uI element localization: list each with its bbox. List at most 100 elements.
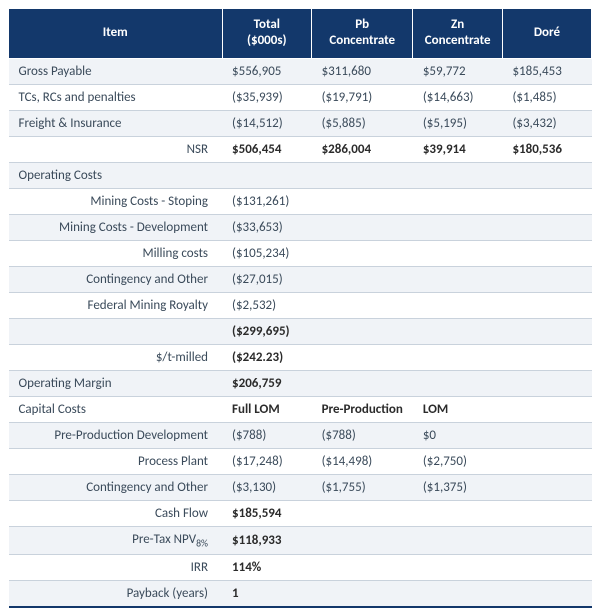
cell: ($14,498) (312, 448, 413, 474)
table-row: Capital CostsFull LOMPre-ProductionLOM (9, 396, 592, 422)
col-header-4: Doré (502, 9, 591, 59)
table-row: Operating Costs (9, 162, 592, 188)
cell: $39,914 (413, 136, 503, 162)
table-row: Mining Costs - Development($33,653) (9, 214, 592, 240)
cell (413, 581, 503, 608)
cell: ($33,653) (222, 214, 312, 240)
row-item-label: IRR (9, 555, 223, 581)
cell (413, 266, 503, 292)
cell: ($1,375) (413, 474, 503, 500)
cell: Pre-Production (312, 396, 413, 422)
cell: LOM (413, 396, 503, 422)
row-item-label: Mining Costs - Stoping (9, 188, 223, 214)
table-row: $/t-milled($242.23) (9, 344, 592, 370)
cell: ($131,261) (222, 188, 312, 214)
cell (502, 318, 591, 344)
cell: ($2,532) (222, 292, 312, 318)
cell: ($2,750) (413, 448, 503, 474)
cell (502, 214, 591, 240)
cell (502, 370, 591, 396)
cell: $311,680 (312, 58, 413, 84)
cell (502, 266, 591, 292)
cell (502, 396, 591, 422)
cell (413, 318, 503, 344)
cell (312, 344, 413, 370)
cell: $506,454 (222, 136, 312, 162)
cell (413, 555, 503, 581)
cell: Full LOM (222, 396, 312, 422)
cell (413, 188, 503, 214)
cell (413, 500, 503, 526)
table-row: Milling costs($105,234) (9, 240, 592, 266)
table-row: TCs, RCs and penalties($35,939)($19,791)… (9, 84, 592, 110)
cell: ($788) (312, 422, 413, 448)
cell (312, 188, 413, 214)
row-item-label: Pre-Tax NPV8% (9, 526, 223, 555)
row-item-label: Payback (years) (9, 581, 223, 608)
cell (502, 422, 591, 448)
row-item-label: Operating Margin (9, 370, 223, 396)
cell: ($27,015) (222, 266, 312, 292)
cell (502, 581, 591, 608)
row-item-label: Cash Flow (9, 500, 223, 526)
cell (502, 292, 591, 318)
cell (312, 526, 413, 555)
table-row: NSR$506,454$286,004$39,914$180,536 (9, 136, 592, 162)
cell: ($3,130) (222, 474, 312, 500)
table-row: Federal Mining Royalty($2,532) (9, 292, 592, 318)
table-row: Contingency and Other($27,015) (9, 266, 592, 292)
cell (312, 370, 413, 396)
cell (312, 214, 413, 240)
cell: $118,933 (222, 526, 312, 555)
table-row: IRR114% (9, 555, 592, 581)
row-item-label: Pre-Production Development (9, 422, 223, 448)
row-item-label: Process Plant (9, 448, 223, 474)
cell: ($35,939) (222, 84, 312, 110)
cell (502, 162, 591, 188)
row-item-label: Milling costs (9, 240, 223, 266)
cell (413, 292, 503, 318)
cell (502, 474, 591, 500)
row-item-label: Operating Costs (9, 162, 223, 188)
cell (413, 344, 503, 370)
table-row: Cash Flow$185,594 (9, 500, 592, 526)
cell (312, 555, 413, 581)
row-item-label (9, 318, 223, 344)
cell: ($14,663) (413, 84, 503, 110)
row-item-label: Mining Costs - Development (9, 214, 223, 240)
cell (312, 581, 413, 608)
table-row: Freight & Insurance($14,512)($5,885)($5,… (9, 110, 592, 136)
row-item-label: TCs, RCs and penalties (9, 84, 223, 110)
table-header: ItemTotal($000s)PbConcentrateZnConcentra… (9, 9, 592, 59)
cell (413, 240, 503, 266)
cell (502, 188, 591, 214)
cell (312, 292, 413, 318)
cell: ($14,512) (222, 110, 312, 136)
cell: ($1,755) (312, 474, 413, 500)
col-header-3: ZnConcentrate (413, 9, 503, 59)
cell: $185,594 (222, 500, 312, 526)
cell: $180,536 (502, 136, 591, 162)
col-header-2: PbConcentrate (312, 9, 413, 59)
col-header-1: Total($000s) (222, 9, 312, 59)
cell (413, 526, 503, 555)
table-body: Gross Payable$556,905$311,680$59,772$185… (9, 58, 592, 607)
cell: ($19,791) (312, 84, 413, 110)
table-row: ($299,695) (9, 318, 592, 344)
cell: 1 (222, 581, 312, 608)
cell: $286,004 (312, 136, 413, 162)
row-item-label: Capital Costs (9, 396, 223, 422)
row-item-label: Federal Mining Royalty (9, 292, 223, 318)
row-item-label: Freight & Insurance (9, 110, 223, 136)
cell (312, 318, 413, 344)
table-row: Pre-Production Development($788)($788)$0 (9, 422, 592, 448)
cell (312, 162, 413, 188)
cell: ($5,195) (413, 110, 503, 136)
cell: ($1,485) (502, 84, 591, 110)
cell (502, 500, 591, 526)
cell: $185,453 (502, 58, 591, 84)
cell (502, 240, 591, 266)
cell (312, 500, 413, 526)
cell (413, 214, 503, 240)
cell (312, 240, 413, 266)
